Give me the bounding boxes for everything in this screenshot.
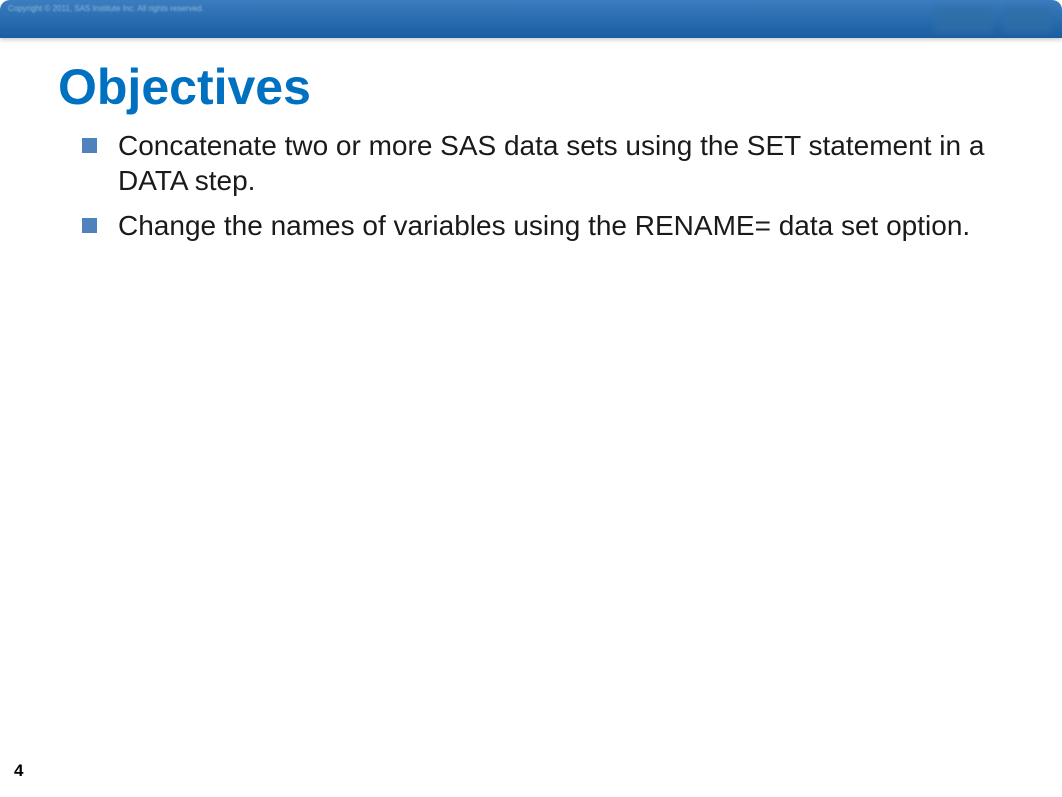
header-blob-2 bbox=[1002, 6, 1052, 32]
slide-title: Objectives bbox=[58, 58, 1012, 116]
bullet-square-icon bbox=[82, 218, 97, 233]
slide-header-bar: Copyright © 2011, SAS Institute Inc. All… bbox=[0, 0, 1062, 38]
objectives-list: Concatenate two or more SAS data sets us… bbox=[50, 128, 1012, 243]
bullet-square-icon bbox=[82, 138, 97, 153]
copyright-text: Copyright © 2011, SAS Institute Inc. All… bbox=[8, 4, 204, 13]
list-item: Change the names of variables using the … bbox=[82, 208, 1012, 243]
header-right-decor bbox=[882, 0, 1062, 38]
bullet-text: Concatenate two or more SAS data sets us… bbox=[118, 130, 984, 196]
header-blob-1 bbox=[934, 6, 994, 32]
bullet-text: Change the names of variables using the … bbox=[118, 210, 970, 241]
list-item: Concatenate two or more SAS data sets us… bbox=[82, 128, 1012, 198]
page-number: 4 bbox=[14, 761, 23, 781]
slide-content: Objectives Concatenate two or more SAS d… bbox=[0, 38, 1062, 243]
